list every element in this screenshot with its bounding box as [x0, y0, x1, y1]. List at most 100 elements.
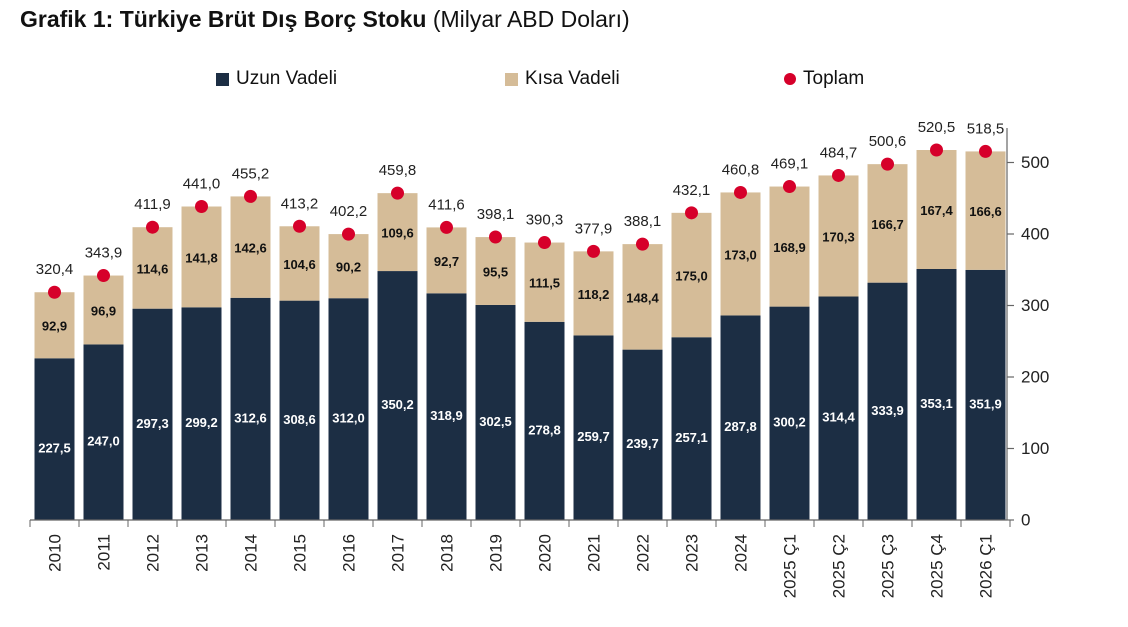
x-tick-label: 2016 [340, 534, 359, 572]
total-marker [195, 200, 208, 214]
data-label-total: 343,9 [85, 245, 123, 262]
bar-long-term [83, 344, 124, 520]
legend-swatch-short-term [505, 72, 518, 86]
bar-short-term [328, 234, 369, 299]
data-label-total: 377,9 [575, 220, 613, 237]
bar-short-term [769, 186, 810, 307]
data-label-short-term: 142,6 [234, 241, 267, 256]
x-tick-label: 2013 [193, 534, 212, 572]
x-tick-label: 2012 [144, 534, 163, 572]
data-label-long-term: 350,2 [381, 397, 414, 412]
y-tick-label: 200 [1021, 367, 1049, 386]
y-tick-label: 500 [1021, 153, 1049, 172]
x-tick-label: 2022 [634, 534, 653, 572]
bar-short-term [377, 193, 418, 272]
bar-short-term [132, 227, 173, 309]
data-label-short-term: 96,9 [91, 303, 116, 318]
data-label-long-term: 297,3 [136, 416, 169, 431]
bar-long-term [769, 306, 810, 520]
total-marker [881, 157, 894, 171]
legend-swatch-long-term [216, 72, 229, 86]
x-tick-label: 2014 [242, 534, 261, 572]
x-tick-label: 2021 [585, 534, 604, 572]
data-label-long-term: 312,6 [234, 410, 267, 425]
y-tick-label: 100 [1021, 439, 1049, 458]
bar-long-term [671, 337, 712, 520]
data-label-long-term: 333,9 [871, 403, 904, 418]
data-label-short-term: 168,9 [773, 240, 806, 255]
x-tick-label: 2019 [487, 534, 506, 572]
bar-long-term [475, 304, 516, 520]
total-marker [146, 220, 159, 234]
bar-long-term [965, 269, 1006, 520]
data-label-short-term: 148,4 [626, 290, 659, 305]
data-label-long-term: 302,5 [479, 414, 512, 429]
total-marker [587, 244, 600, 258]
data-label-short-term: 92,7 [434, 254, 459, 269]
x-tick-label: 2025 Ç4 [928, 534, 947, 598]
chart-title: Grafik 1: Türkiye Brüt Dış Borç Stoku (M… [20, 6, 630, 33]
data-label-short-term: 170,3 [822, 229, 855, 244]
bar-short-term [181, 206, 222, 308]
data-label-total: 469,1 [771, 156, 809, 173]
x-tick-label: 2026 Ç1 [977, 534, 996, 598]
data-label-total: 432,1 [673, 182, 711, 199]
bar-short-term [818, 175, 859, 297]
data-label-total: 455,2 [232, 165, 270, 182]
bar-long-term [328, 298, 369, 520]
data-label-short-term: 104,6 [283, 257, 316, 272]
bar-short-term [34, 292, 75, 359]
total-marker [832, 168, 845, 182]
total-marker [440, 220, 453, 234]
data-label-total: 411,9 [134, 196, 170, 213]
chart-title-unit: (Milyar ABD Doları) [432, 6, 630, 32]
data-label-total: 390,3 [526, 212, 564, 229]
total-marker [391, 186, 404, 200]
bar-long-term [818, 296, 859, 520]
bar-short-term [475, 237, 516, 305]
bar-short-term [83, 275, 124, 345]
x-tick-label: 2018 [438, 534, 457, 572]
data-label-short-term: 175,0 [675, 268, 708, 283]
total-marker [48, 285, 61, 299]
data-label-long-term: 257,1 [675, 430, 708, 445]
data-label-total: 500,6 [869, 133, 907, 150]
data-label-long-term: 239,7 [626, 436, 659, 451]
x-tick-label: 2010 [46, 534, 65, 572]
bar-short-term [230, 196, 271, 298]
bar-long-term [720, 315, 761, 520]
data-label-total: 484,7 [820, 144, 858, 161]
data-label-total: 520,5 [918, 119, 956, 136]
bar-long-term [34, 358, 75, 520]
data-label-total: 460,8 [722, 161, 760, 178]
total-marker [489, 230, 502, 244]
data-label-short-term: 92,9 [42, 319, 67, 334]
bar-short-term [671, 212, 712, 338]
bar-long-term [524, 321, 565, 520]
data-label-long-term: 259,7 [577, 429, 610, 444]
total-marker [685, 206, 698, 220]
total-marker [342, 227, 355, 241]
legend-label-total: Toplam [803, 68, 865, 89]
data-label-total: 411,6 [428, 196, 464, 213]
chart-title-main: Grafik 1: Türkiye Brüt Dış Borç Stoku [20, 6, 427, 32]
data-label-short-term: 173,0 [724, 247, 757, 262]
data-label-long-term: 227,5 [38, 441, 71, 456]
data-label-long-term: 312,0 [332, 411, 365, 426]
x-tick-label: 2020 [536, 534, 555, 572]
y-tick-label: 0 [1021, 510, 1030, 529]
data-label-short-term: 118,2 [578, 287, 610, 302]
data-label-short-term: 90,2 [336, 260, 361, 275]
bar-long-term [279, 300, 320, 520]
bar-short-term [573, 251, 614, 336]
data-label-long-term: 308,6 [283, 412, 316, 427]
legend-dot-total [784, 73, 796, 85]
bar-short-term [720, 192, 761, 316]
total-marker [783, 180, 796, 194]
data-label-long-term: 353,1 [920, 396, 953, 411]
data-label-long-term: 318,9 [430, 408, 463, 423]
y-tick-label: 400 [1021, 224, 1049, 243]
data-label-total: 441,0 [183, 176, 221, 193]
x-tick-label: 2023 [683, 534, 702, 572]
